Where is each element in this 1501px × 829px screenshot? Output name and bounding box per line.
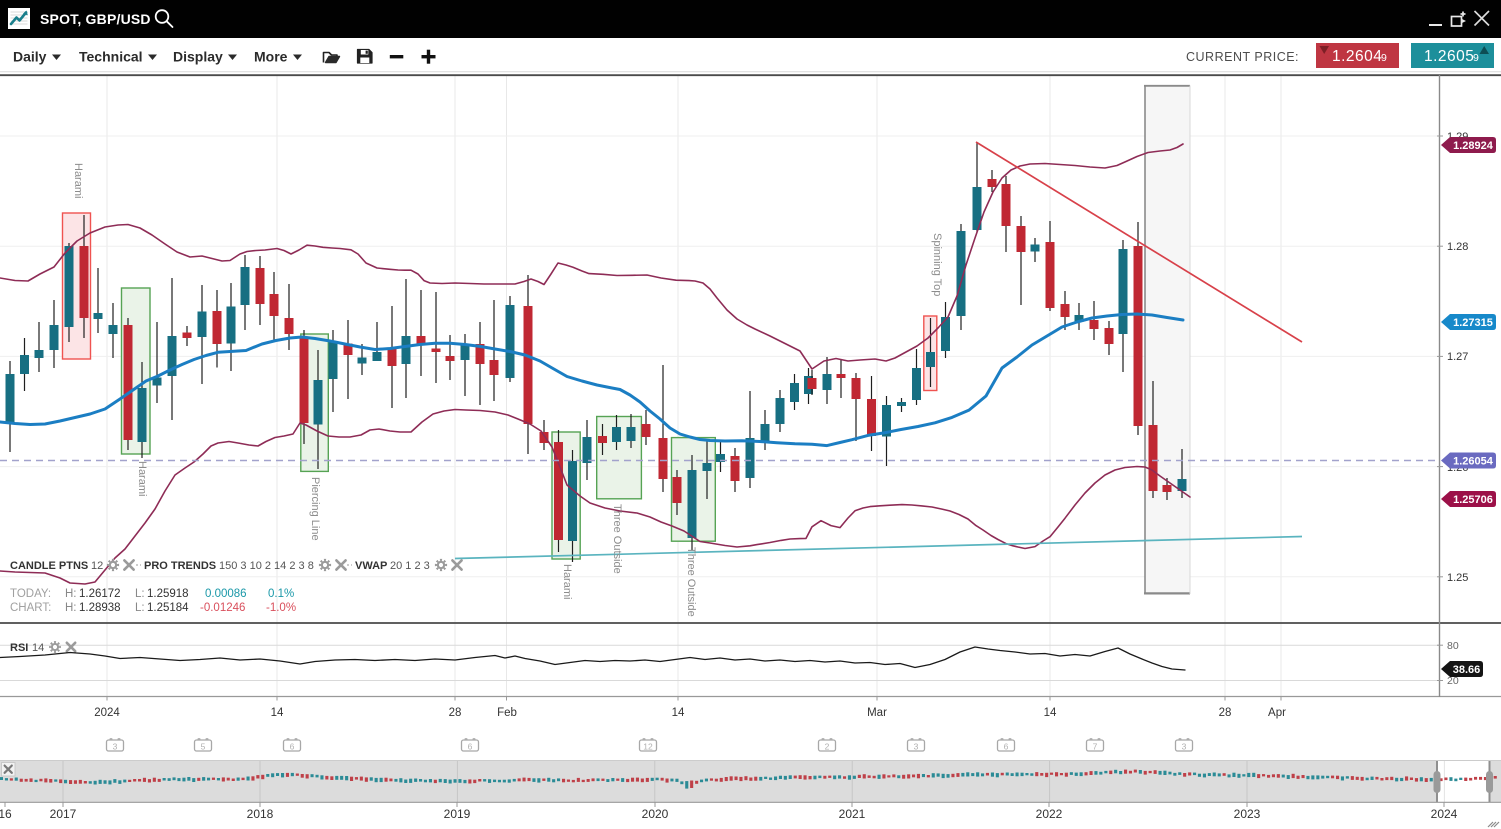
svg-text:1.26172: 1.26172 [79, 588, 121, 600]
svg-text:1.28938: 1.28938 [79, 602, 121, 614]
svg-text:Daily: Daily [13, 49, 47, 65]
svg-text:Three Outside: Three Outside [685, 547, 697, 617]
svg-text:Feb: Feb [497, 707, 517, 719]
svg-text:9: 9 [1473, 52, 1479, 64]
svg-text:2: 2 [825, 742, 830, 752]
svg-text:38.66: 38.66 [1453, 664, 1481, 676]
svg-text:Apr: Apr [1268, 707, 1286, 719]
svg-text:14: 14 [672, 707, 685, 719]
svg-text:Mar: Mar [867, 707, 887, 719]
svg-text:28: 28 [449, 707, 462, 719]
svg-text:3: 3 [914, 742, 919, 752]
svg-text:12: 12 [643, 742, 653, 752]
svg-text:VWAP: VWAP [355, 560, 387, 572]
svg-text:0.00086: 0.00086 [205, 588, 247, 600]
svg-text:1.25: 1.25 [1447, 572, 1468, 584]
svg-text:20: 20 [1447, 675, 1459, 687]
svg-text:7: 7 [1093, 742, 1098, 752]
svg-text:PRO TRENDS: PRO TRENDS [144, 560, 216, 572]
svg-text:1.25184: 1.25184 [147, 602, 189, 614]
svg-text:14: 14 [32, 642, 44, 654]
svg-text:2024: 2024 [94, 707, 120, 719]
svg-text:Technical: Technical [79, 49, 143, 65]
svg-text:CANDLE PTNS: CANDLE PTNS [10, 560, 88, 572]
svg-text:1.25918: 1.25918 [147, 588, 189, 600]
svg-text:16: 16 [0, 807, 12, 821]
svg-text:0.1%: 0.1% [268, 588, 294, 600]
svg-text:20 1 2 3: 20 1 2 3 [390, 560, 430, 572]
svg-text:2019: 2019 [444, 807, 471, 821]
svg-text:CHART:: CHART: [10, 602, 51, 614]
svg-text:2018: 2018 [247, 807, 274, 821]
svg-text:-1.0%: -1.0% [266, 602, 296, 614]
svg-text:6: 6 [1004, 742, 1009, 752]
svg-text:Harami: Harami [136, 461, 148, 496]
svg-text:1.28: 1.28 [1447, 241, 1468, 253]
svg-text:14: 14 [1044, 707, 1057, 719]
svg-text:1.25706: 1.25706 [1453, 494, 1493, 506]
svg-text:Three Outside: Three Outside [611, 504, 623, 574]
svg-text:CURRENT PRICE:: CURRENT PRICE: [1186, 50, 1299, 64]
svg-text:1.28924: 1.28924 [1453, 140, 1494, 152]
svg-text:TODAY:: TODAY: [10, 588, 51, 600]
svg-text:2020: 2020 [642, 807, 669, 821]
svg-text:80: 80 [1447, 640, 1459, 652]
svg-text:6: 6 [468, 742, 473, 752]
svg-text:12: 12 [91, 560, 103, 572]
svg-text:SPOT, GBP/USD: SPOT, GBP/USD [40, 11, 151, 27]
svg-text:-0.01246: -0.01246 [200, 602, 245, 614]
svg-text:2024: 2024 [1431, 807, 1458, 821]
svg-text:Harami: Harami [72, 163, 84, 198]
svg-text:9: 9 [1381, 52, 1387, 64]
svg-text:L:: L: [135, 602, 145, 614]
svg-text:2023: 2023 [1234, 807, 1261, 821]
svg-text:Spinning Top: Spinning Top [931, 233, 943, 296]
svg-text:3: 3 [1182, 742, 1187, 752]
svg-text:1.27: 1.27 [1447, 351, 1468, 363]
svg-text:Display: Display [173, 49, 223, 65]
svg-text:RSI: RSI [10, 642, 28, 654]
svg-text:H:: H: [65, 602, 77, 614]
svg-text:2017: 2017 [50, 807, 77, 821]
svg-text:L:: L: [135, 588, 145, 600]
svg-text:2021: 2021 [839, 807, 866, 821]
svg-text:5: 5 [201, 742, 206, 752]
svg-text:28: 28 [1219, 707, 1232, 719]
svg-text:1.2604: 1.2604 [1332, 48, 1382, 65]
svg-text:2022: 2022 [1036, 807, 1063, 821]
svg-text:1.27315: 1.27315 [1453, 317, 1493, 329]
svg-text:150 3 10 2 14 2 3 8: 150 3 10 2 14 2 3 8 [219, 560, 314, 572]
svg-text:More: More [254, 49, 288, 65]
svg-text:6: 6 [290, 742, 295, 752]
svg-text:Piercing Line: Piercing Line [309, 477, 321, 541]
svg-text:3: 3 [113, 742, 118, 752]
svg-text:1.2605: 1.2605 [1424, 48, 1474, 65]
svg-text:Harami: Harami [561, 564, 573, 599]
svg-text:H:: H: [65, 588, 77, 600]
svg-text:14: 14 [271, 707, 284, 719]
svg-text:1.26054: 1.26054 [1453, 456, 1494, 468]
